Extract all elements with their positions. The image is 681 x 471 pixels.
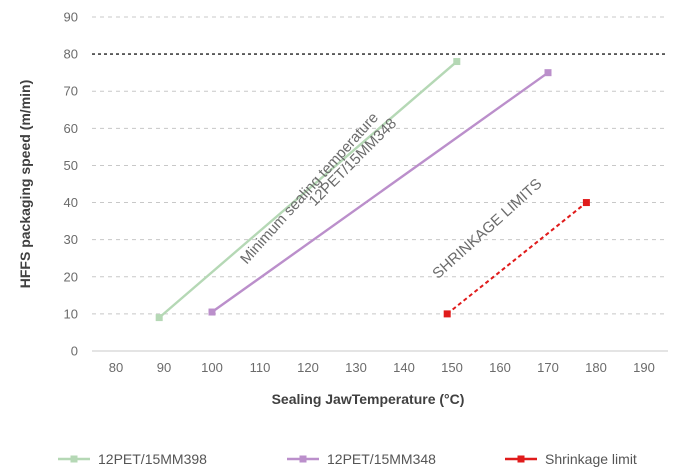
data-point: [582, 199, 590, 207]
x-tick-label: 180: [585, 360, 607, 375]
legend-label: 12PET/15MM398: [98, 451, 207, 467]
legend-swatch-marker: [517, 455, 525, 463]
annotations: Minimum sealing temperature12PET/15MM348…: [237, 109, 545, 282]
legend: 12PET/15MM398 12PET/15MM348 Shrinkage limi…: [58, 451, 637, 467]
data-point: [208, 308, 216, 316]
grid: [92, 16, 668, 352]
y-tick-label: 80: [64, 47, 78, 62]
x-tick-label: 90: [157, 360, 171, 375]
legend-label: 12PET/15MM348: [327, 451, 436, 467]
legend-label: Shrinkage limit: [545, 451, 637, 467]
legend-swatch-marker: [299, 455, 307, 463]
y-tick-labels: 0 10 20 30 40 50 60 70 80 90: [64, 10, 78, 359]
x-tick-label: 110: [250, 360, 271, 375]
y-axis-title: HFFS packaging speed (m/min): [17, 80, 33, 288]
x-axis-title: Sealing JawTemperature (°C): [272, 391, 465, 407]
series-group: [155, 58, 590, 322]
y-tick-label: 10: [64, 306, 78, 321]
series-line: [446, 201, 588, 315]
data-point: [155, 314, 163, 322]
data-point: [453, 58, 461, 66]
y-tick-label: 70: [64, 84, 78, 99]
data-point: [544, 69, 552, 77]
x-tick-labels: 80 90 100 110 120 130 140 150 160 170 180 190: [109, 360, 655, 375]
series-line: [158, 60, 458, 319]
y-tick-label: 30: [64, 232, 78, 247]
y-tick-label: 40: [64, 195, 78, 210]
y-tick-label: 60: [64, 121, 78, 136]
legend-swatch-marker: [70, 455, 78, 463]
x-tick-label: 190: [633, 360, 655, 375]
y-tick-label: 50: [64, 158, 78, 173]
y-tick-label: 20: [64, 269, 78, 284]
x-tick-label: 150: [441, 360, 463, 375]
x-tick-label: 100: [201, 360, 223, 375]
x-tick-label: 80: [109, 360, 123, 375]
x-tick-label: 140: [393, 360, 415, 375]
annotation-label: SHRINKAGE LIMITS: [429, 175, 545, 282]
x-tick-label: 130: [345, 360, 367, 375]
series-line: [211, 71, 549, 314]
x-tick-label: 120: [297, 360, 319, 375]
x-tick-label: 170: [537, 360, 559, 375]
y-tick-label: 90: [64, 10, 78, 25]
data-point: [443, 310, 451, 318]
y-tick-label: 0: [71, 344, 78, 359]
x-tick-label: 160: [489, 360, 511, 375]
